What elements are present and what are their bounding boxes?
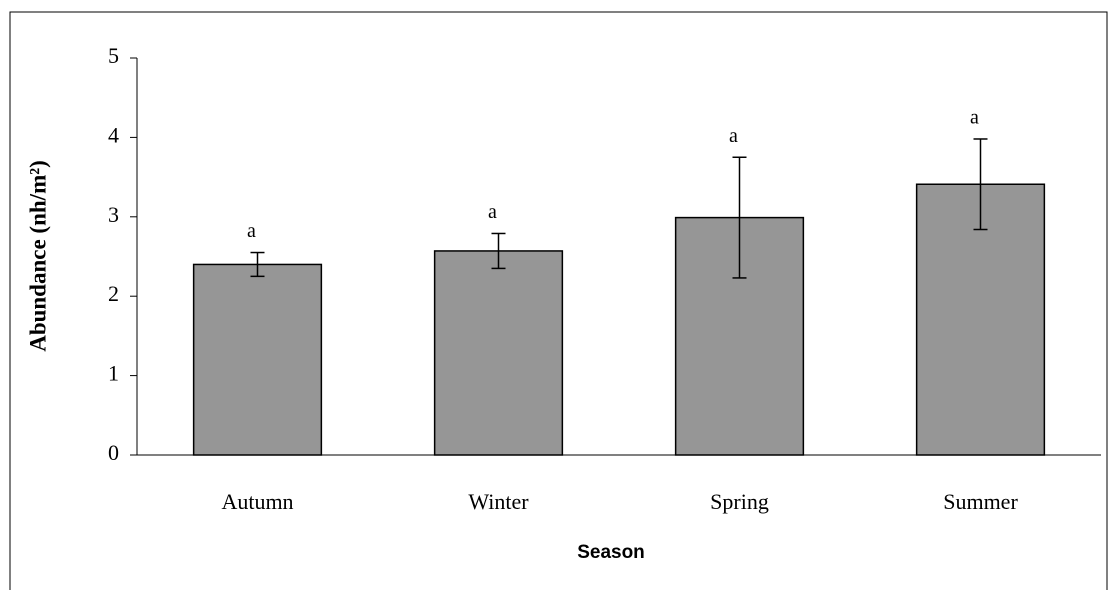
x-tick-label: Autumn bbox=[221, 489, 293, 514]
y-tick-label: 2 bbox=[108, 281, 119, 306]
y-tick-label: 0 bbox=[108, 440, 119, 465]
x-tick-label: Summer bbox=[943, 489, 1018, 514]
frame bbox=[9, 11, 1108, 590]
significance-label: a bbox=[729, 125, 738, 147]
y-tick-label: 1 bbox=[108, 361, 119, 386]
x-tick-label: Spring bbox=[710, 489, 769, 514]
significance-label: a bbox=[488, 201, 497, 223]
y-tick-label: 3 bbox=[108, 202, 119, 227]
y-tick-label: 5 bbox=[108, 43, 119, 68]
y-axis-label: Abundance (nh/m²) bbox=[25, 160, 50, 352]
x-axis-label: Season bbox=[577, 542, 645, 563]
x-tick-label: Winter bbox=[468, 489, 529, 514]
significance-label: a bbox=[247, 220, 256, 242]
y-tick-label: 4 bbox=[108, 122, 119, 147]
bar bbox=[433, 250, 564, 456]
bar bbox=[192, 263, 323, 456]
significance-label: a bbox=[970, 107, 979, 129]
